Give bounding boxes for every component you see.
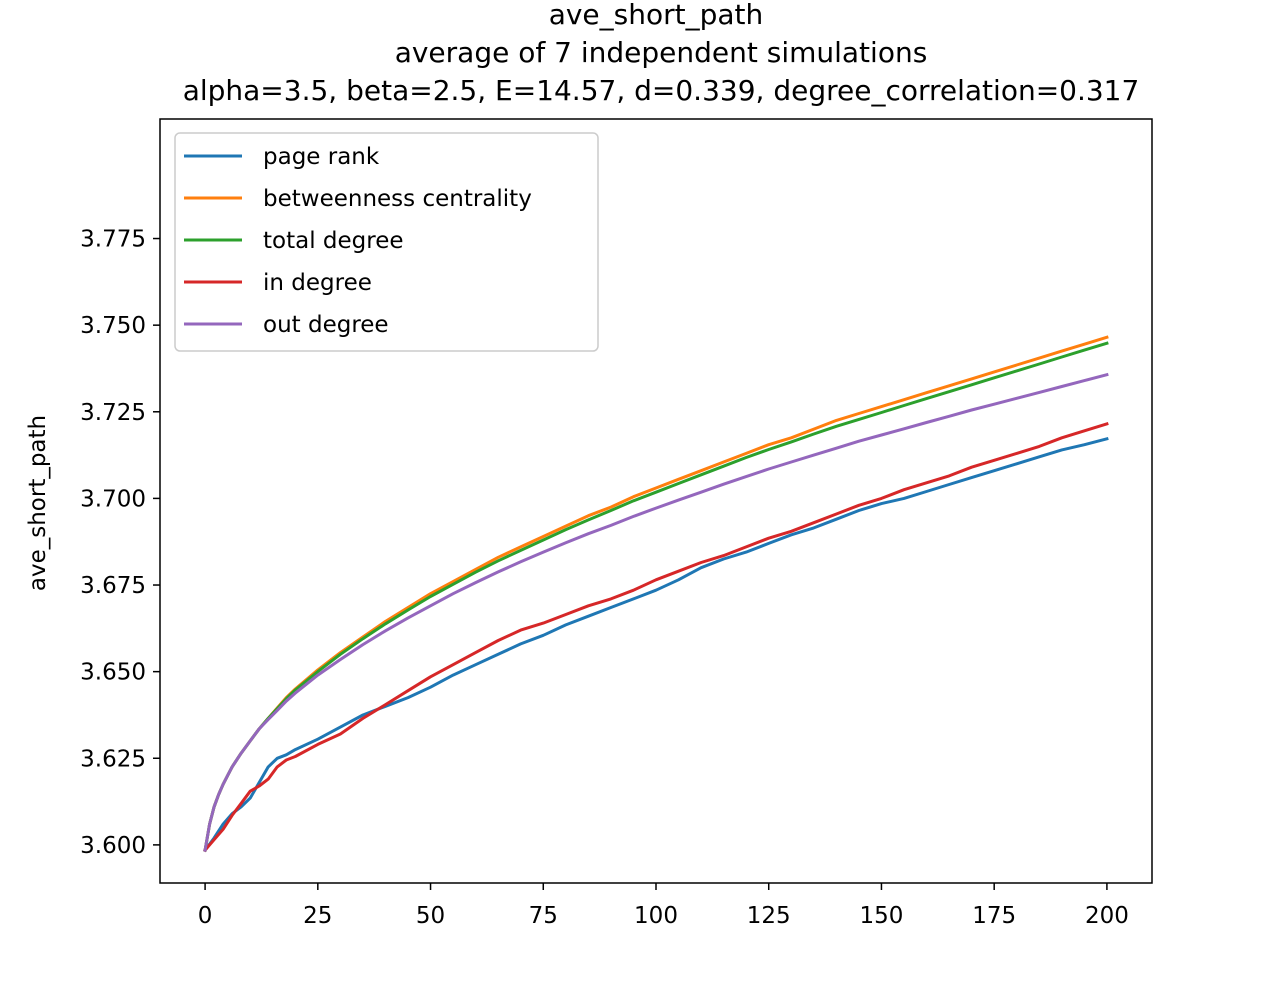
series-line-4 (203, 372, 1109, 852)
y-axis-ticks: 3.600 3.625 3.650 3.675 3.700 3.725 3.750 3.775 (80, 227, 160, 859)
legend-label-2: total degree (263, 228, 404, 254)
y-tick-label: 3.625 (80, 746, 146, 772)
series-lines (202, 335, 1109, 853)
legend: page rank betweenness centrality total deg… (174, 132, 599, 352)
legend-label-3: in degree (263, 270, 372, 296)
x-tick-label: 150 (860, 903, 904, 929)
x-tick-label: 100 (634, 903, 678, 929)
legend-box (174, 132, 599, 352)
y-tick-label: 3.700 (80, 486, 146, 512)
x-tick-label: 0 (198, 903, 213, 929)
chart-subtitle: average of 7 independent simulations (395, 36, 928, 69)
y-tick-label: 3.725 (80, 400, 146, 426)
x-axis-ticks: 0 25 50 75 100 125 150 175 200 (198, 883, 1129, 929)
legend-label-4: out degree (263, 312, 389, 338)
x-tick-label: 50 (416, 903, 445, 929)
x-tick-label: 25 (303, 903, 332, 929)
legend-label-0: page rank (263, 144, 380, 170)
x-tick-label: 125 (747, 903, 791, 929)
y-axis-label: ave_short_path (25, 415, 51, 591)
y-tick-label: 3.675 (80, 573, 146, 599)
x-tick-label: 200 (1085, 903, 1129, 929)
chart-title: ave_short_path (549, 0, 764, 31)
y-tick-label: 3.650 (80, 660, 146, 686)
x-tick-label: 175 (972, 903, 1016, 929)
x-tick-label: 75 (529, 903, 558, 929)
chart-parameters: alpha=3.5, beta=2.5, E=14.57, d=0.339, d… (183, 74, 1140, 107)
y-tick-label: 3.775 (80, 227, 146, 253)
series-line-3 (202, 422, 1109, 853)
legend-label-1: betweenness centrality (263, 186, 532, 212)
series-line-0 (203, 436, 1109, 853)
y-tick-label: 3.600 (80, 833, 146, 859)
y-tick-label: 3.750 (80, 313, 146, 339)
